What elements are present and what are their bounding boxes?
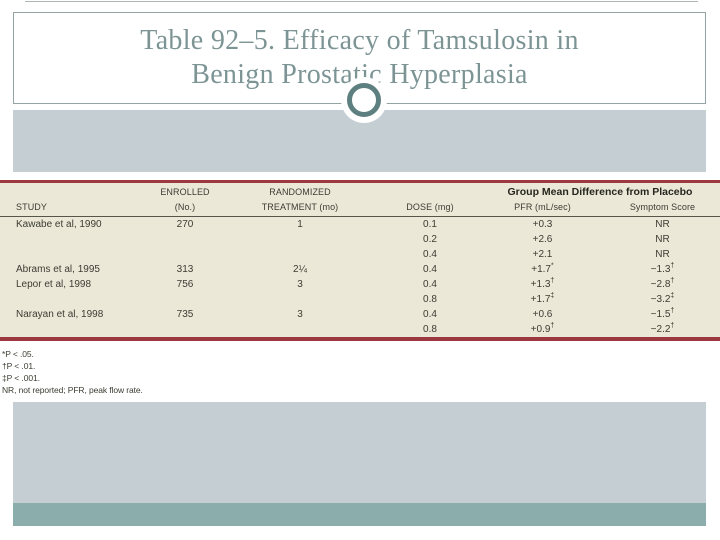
table-row: 0.2 +2.6 NR (0, 232, 720, 247)
table-cell: 270 (176, 219, 194, 230)
table-row: 0.8 +0.9† −2.2† (0, 322, 720, 337)
table-cell: NR (655, 249, 670, 260)
table-cell: 2¼ (293, 264, 307, 275)
table-body: Kawabe et al, 1990 270 1 0.1 +0.3 NR 0.2 +2.6 NR… (0, 217, 720, 338)
table-row: 0.8 +1.7‡ −3.2‡ (0, 292, 720, 307)
table-cell: 0.8 (423, 294, 437, 305)
column-header-treatment: TREATMENT (mo) (220, 200, 380, 217)
table-cell (220, 232, 380, 247)
table-header-row-2: STUDY (No.) TREATMENT (mo) DOSE (mg) PFR… (0, 200, 720, 217)
footnote-line: ‡P < .001. (2, 373, 40, 383)
header-spacer (0, 183, 150, 200)
table-cell: Abrams et al, 1995 (16, 264, 100, 275)
table-cell (220, 247, 380, 262)
table-cell: 0.2 (423, 234, 437, 245)
table-row: Narayan et al, 1998 735 3 0.4 +0.6 −1.5† (0, 307, 720, 322)
column-header-dose: DOSE (mg) (380, 200, 480, 217)
table-cell: −1.5† (650, 307, 675, 320)
circle-ring-icon (347, 83, 381, 117)
table-row: Kawabe et al, 1990 270 1 0.1 +0.3 NR (0, 217, 720, 233)
footnote-line: *P < .05. (2, 349, 34, 359)
column-header-no: (No.) (150, 200, 220, 217)
header-spacer (380, 183, 480, 200)
table-cell (0, 232, 150, 247)
table-row: Lepor et al, 1998 756 3 0.4 +1.3† −2.8† (0, 277, 720, 292)
table-cell: +2.6 (532, 234, 553, 245)
table-cell: Lepor et al, 1998 (16, 279, 92, 290)
column-header-pfr: PFR (mL/sec) (480, 200, 605, 217)
table-cell (150, 247, 220, 262)
table-cell: −1.3† (650, 262, 675, 275)
table-cell: 1 (297, 219, 303, 230)
column-header-symptom: Symptom Score (605, 200, 720, 217)
table-cell: Kawabe et al, 1990 (16, 219, 102, 230)
circle-ornament (341, 77, 387, 123)
table-row: 0.4 +2.1 NR (0, 247, 720, 262)
table-cell: 3 (297, 309, 303, 320)
table-image: ENROLLED RANDOMIZED Group Mean Differenc… (0, 172, 720, 402)
table-cell: −3.2‡ (650, 292, 675, 305)
top-rule-divider (25, 1, 698, 2)
table-cell (150, 322, 220, 337)
table-cell: 0.1 (423, 219, 437, 230)
table-cell (150, 232, 220, 247)
table-cell: 0.4 (423, 279, 437, 290)
table-cell: 0.4 (423, 249, 437, 260)
table-row: Abrams et al, 1995 313 2¼ 0.4 +1.7* −1.3† (0, 262, 720, 277)
table-top-rule (0, 180, 720, 183)
table-cell: +1.3† (530, 277, 555, 290)
footnote-line: †P < .01. (2, 361, 36, 371)
table-cell: +2.1 (532, 249, 553, 260)
column-header-enrolled: ENROLLED (160, 187, 210, 197)
table-cell: 0.4 (423, 264, 437, 275)
table-cell: +0.9† (530, 322, 555, 335)
table-bottom-rule (0, 337, 720, 341)
table-cell (150, 292, 220, 307)
table-cell: +0.3 (532, 219, 553, 230)
efficacy-table: ENROLLED RANDOMIZED Group Mean Differenc… (0, 183, 720, 337)
table-cell: NR (655, 234, 670, 245)
column-header-study: STUDY (0, 200, 150, 217)
table-cell: −2.2† (650, 322, 675, 335)
table-cell: Narayan et al, 1998 (16, 309, 104, 320)
footnote-line: NR, not reported; PFR, peak flow rate. (2, 385, 143, 395)
table-cell: 313 (176, 264, 194, 275)
table-cell: 756 (176, 279, 194, 290)
table-cell (0, 322, 150, 337)
table-cell: −2.8† (650, 277, 675, 290)
footer-band-dark (13, 503, 706, 526)
column-header-randomized: RANDOMIZED (269, 187, 331, 197)
table-cell (220, 322, 380, 337)
table-cell: 0.8 (423, 324, 437, 335)
table-cell (220, 292, 380, 307)
table-cell (0, 247, 150, 262)
table-cell: 735 (176, 309, 194, 320)
table-cell: NR (655, 219, 670, 230)
table-footnotes: *P < .05. †P < .01. ‡P < .001. NR, not repo… (0, 341, 720, 396)
table-cell: 3 (297, 279, 303, 290)
column-group-header: Group Mean Difference from Placebo (507, 186, 693, 198)
table-header-row-1: ENROLLED RANDOMIZED Group Mean Differenc… (0, 183, 720, 200)
table-cell: +1.7* (531, 262, 554, 275)
table-cell: +0.6 (532, 309, 553, 320)
table-cell: 0.4 (423, 309, 437, 320)
slide-title-line1: Table 92–5. Efficacy of Tamsulosin in (140, 25, 579, 56)
table-cell: +1.7‡ (530, 292, 555, 305)
table-cell (0, 292, 150, 307)
